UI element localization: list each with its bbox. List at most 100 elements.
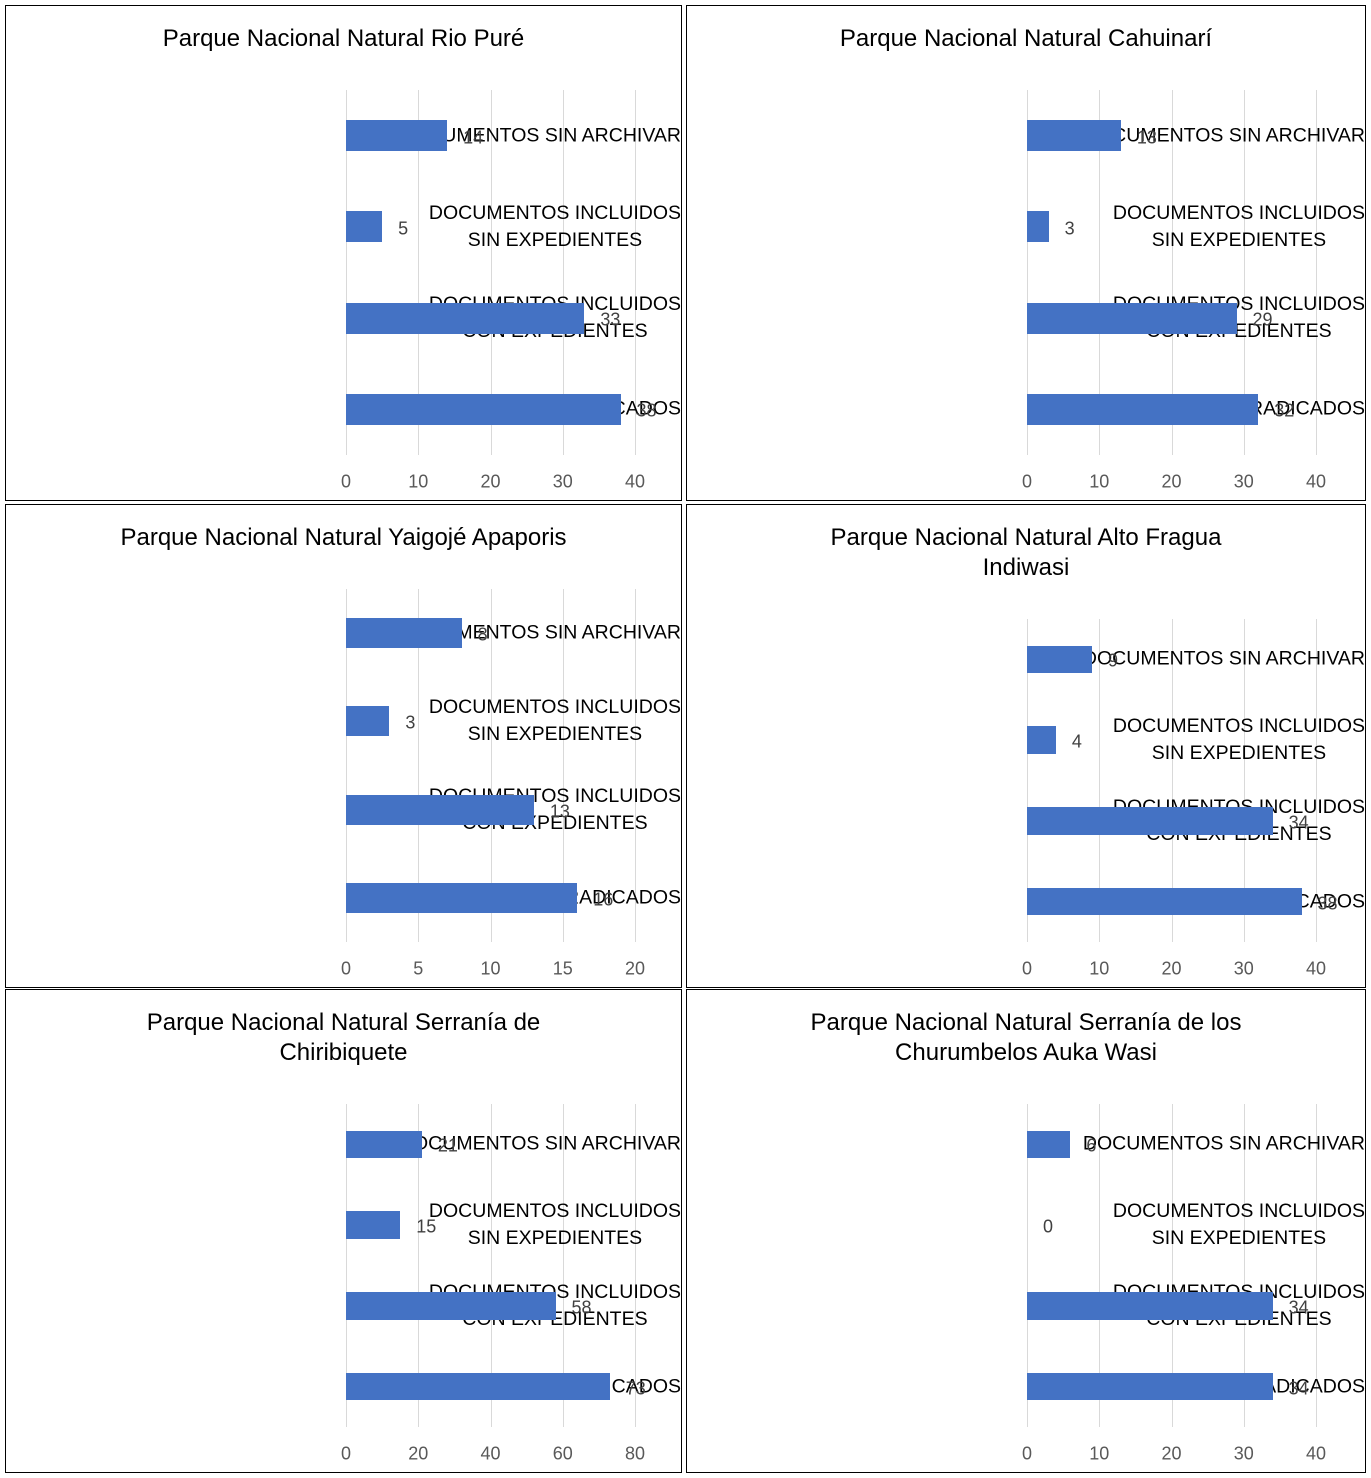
bar — [1027, 1130, 1071, 1159]
grid-line — [1099, 619, 1101, 942]
chart-panel: Parque Nacional Natural Alto Fragua Indi… — [686, 504, 1366, 988]
category-text: DOCUMENTOS SIN ARCHIVAR — [1082, 1132, 1365, 1155]
category-text: DOCUMENTOS INCLUIDOS SIN EXPEDIENTES — [1112, 201, 1365, 251]
x-tick-label: 30 — [552, 471, 573, 492]
x-tick-label: 80 — [624, 1443, 646, 1464]
grid-line — [635, 90, 636, 455]
value-label: 29 — [1252, 309, 1273, 330]
category-text: DOCUMENTOS SIN ARCHIVAR — [1082, 124, 1365, 147]
x-tick-label: 20 — [1161, 958, 1182, 979]
x-tick-label: 10 — [1089, 471, 1110, 492]
grid-line — [562, 589, 564, 942]
value-label: 13 — [1136, 127, 1157, 148]
category-label: DOCUMENTOS INCLUIDOS SIN EXPEDIENTES — [1045, 713, 1365, 767]
grid-line — [635, 1104, 636, 1427]
bar — [346, 1211, 401, 1239]
chart-panel: Parque Nacional Natural Cahuinarí 0 10 20 30… — [686, 5, 1366, 501]
grid-line — [1027, 619, 1028, 942]
chart-title: Parque Nacional Natural Serranía de Chir… — [146, 1009, 541, 1066]
value-label: 34 — [1288, 1378, 1309, 1399]
bar — [1027, 211, 1049, 243]
grid-line — [490, 1104, 492, 1427]
value-label: 32 — [1274, 400, 1295, 421]
grid-line — [1171, 1104, 1173, 1427]
grid-line — [1171, 90, 1173, 455]
value-label: 58 — [571, 1297, 592, 1318]
x-tick-label: 0 — [1021, 471, 1033, 492]
grid-line — [1099, 90, 1101, 455]
x-tick-label: 10 — [1089, 1443, 1110, 1464]
chart-panel: Parque Nacional Natural Yaigojé Apaporis… — [5, 504, 682, 988]
bar — [346, 618, 462, 649]
grid-line — [1099, 1104, 1101, 1427]
value-label: 5 — [398, 218, 409, 239]
value-label: 8 — [477, 624, 488, 645]
grid-line — [562, 90, 564, 455]
x-tick-label: 40 — [480, 1443, 501, 1464]
grid-line — [1243, 90, 1245, 455]
category-label: DOCUMENTOS INCLUIDOS SIN EXPEDIENTES — [361, 694, 681, 748]
grid-line — [1171, 619, 1173, 942]
x-tick-label: 40 — [624, 471, 646, 492]
value-label: 15 — [416, 1216, 437, 1237]
grid-line — [418, 90, 420, 455]
x-tick-label: 20 — [408, 1443, 429, 1464]
chart-panel: Parque Nacional Natural Serranía de Chir… — [5, 989, 682, 1473]
x-tick-label: 0 — [1021, 958, 1033, 979]
bar — [346, 393, 621, 425]
bar — [1027, 393, 1259, 425]
x-tick-label: 20 — [480, 471, 501, 492]
value-label: 3 — [1064, 218, 1075, 239]
grid-line — [1316, 90, 1317, 455]
grid-line — [418, 589, 420, 942]
x-tick-label: 10 — [480, 958, 501, 979]
grid-line — [562, 1104, 564, 1427]
grid-line — [1316, 619, 1317, 942]
value-label: 33 — [600, 309, 621, 330]
category-text: DOCUMENTOS INCLUIDOS SIN EXPEDIENTES — [428, 696, 681, 746]
bar — [1027, 726, 1056, 754]
bar — [346, 794, 534, 825]
category-text: DOCUMENTOS INCLUIDOS SIN EXPEDIENTES — [1112, 1200, 1365, 1250]
category-text: DOCUMENTOS SIN ARCHIVAR — [1082, 647, 1365, 670]
category-label: DOCUMENTOS INCLUIDOS SIN EXPEDIENTES — [361, 200, 681, 254]
category-label: DOCUMENTOS SIN ARCHIVAR — [1045, 1131, 1365, 1158]
x-tick-label: 15 — [552, 958, 573, 979]
bar — [1027, 1372, 1273, 1401]
value-label: 6 — [1086, 1135, 1097, 1156]
value-label: 38 — [1317, 893, 1338, 914]
chart-title: Parque Nacional Natural Cahuinarí — [839, 25, 1213, 52]
x-tick-label: 40 — [1305, 471, 1327, 492]
category-text: DOCUMENTOS SIN ARCHIVAR — [398, 1132, 681, 1155]
value-label: 38 — [636, 400, 657, 421]
bar — [1027, 302, 1237, 334]
x-tick-label: 60 — [552, 1443, 573, 1464]
category-label: DOCUMENTOS INCLUIDOS SIN EXPEDIENTES — [1045, 1198, 1365, 1252]
bar — [1027, 645, 1093, 674]
category-label: DOCUMENTOS INCLUIDOS SIN EXPEDIENTES — [361, 1198, 681, 1252]
x-tick-label: 0 — [340, 1443, 352, 1464]
value-label: 9 — [1108, 650, 1119, 671]
bar — [346, 302, 585, 334]
bar — [346, 1292, 556, 1320]
x-tick-label: 30 — [1233, 1443, 1254, 1464]
grid-line — [346, 589, 347, 942]
x-tick-label: 0 — [340, 471, 352, 492]
value-label: 34 — [1288, 812, 1309, 833]
category-label: DOCUMENTOS SIN ARCHIVAR — [361, 1131, 681, 1158]
bar — [1027, 807, 1273, 835]
value-label: 14 — [463, 127, 484, 148]
x-tick-label: 40 — [1305, 958, 1327, 979]
value-label: 4 — [1071, 731, 1082, 752]
x-tick-label: 10 — [408, 471, 429, 492]
grid-line — [1316, 1104, 1317, 1427]
x-tick-label: 10 — [1089, 958, 1110, 979]
bar — [346, 1372, 610, 1401]
x-tick-label: 0 — [340, 958, 352, 979]
bar — [346, 882, 578, 913]
bar — [1027, 1292, 1273, 1320]
chart-title: Parque Nacional Natural Serranía de los … — [810, 1009, 1242, 1066]
category-label: DOCUMENTOS SIN ARCHIVAR — [1045, 646, 1365, 673]
value-label: 34 — [1288, 1297, 1309, 1318]
